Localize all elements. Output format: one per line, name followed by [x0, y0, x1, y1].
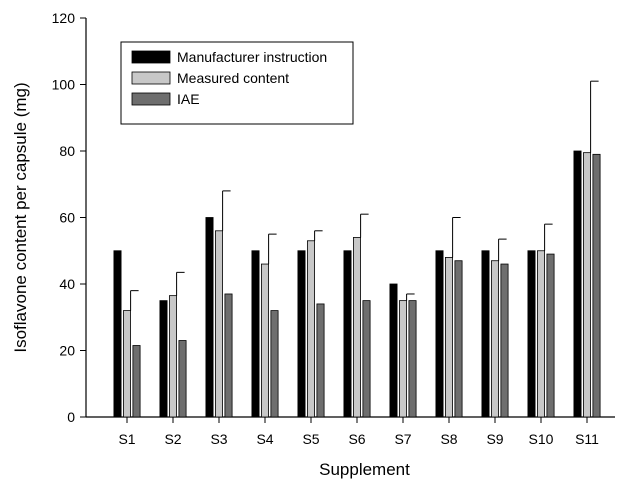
bar [270, 310, 279, 418]
y-tick-label: 40 [59, 276, 75, 292]
bar [306, 240, 315, 418]
y-tick-label: 80 [59, 143, 75, 159]
bar [343, 250, 352, 418]
bar [205, 217, 214, 418]
bar [132, 345, 141, 418]
bar [592, 153, 601, 418]
legend: Manufacturer instruction Measured content… [120, 41, 354, 125]
bar [214, 230, 223, 418]
y-tick-label: 120 [52, 10, 76, 26]
bar [408, 300, 417, 418]
bar [352, 237, 361, 418]
bar [546, 253, 555, 418]
error-bars [130, 80, 599, 311]
y-tick-label: 0 [67, 409, 75, 425]
bar [500, 263, 509, 418]
bar [527, 250, 536, 418]
x-tick-label: S7 [394, 431, 411, 447]
bar [583, 152, 592, 418]
bar [389, 283, 398, 418]
legend-swatch [131, 71, 171, 85]
bar [444, 256, 453, 418]
x-tick-label: S1 [118, 431, 135, 447]
bar [113, 250, 122, 418]
legend-label: IAE [177, 91, 200, 107]
x-tick-label: S5 [302, 431, 319, 447]
legend-swatch [131, 50, 171, 64]
bar [490, 260, 499, 418]
x-tick-label: S9 [486, 431, 503, 447]
bar [398, 300, 407, 418]
bar [251, 250, 260, 418]
x-tick-label: S2 [164, 431, 181, 447]
x-tick-label: S11 [575, 431, 599, 447]
y-axis: 0 20 40 60 80 100 120 [52, 10, 86, 425]
bar [168, 295, 177, 418]
x-axis: S1 S2 S3 S4 S5 S6 S7 S8 S9 S10 S11 [118, 417, 599, 447]
x-tick-label: S6 [348, 431, 365, 447]
x-axis-title: Supplement [319, 460, 410, 479]
bar [537, 250, 546, 418]
bar [362, 300, 371, 418]
y-tick-label: 60 [59, 210, 75, 226]
bar [481, 250, 490, 418]
legend-swatch [131, 92, 171, 106]
x-tick-label: S4 [256, 431, 273, 447]
x-tick-label: S3 [210, 431, 227, 447]
x-tick-label: S8 [440, 431, 457, 447]
y-axis-title: Isoflavone content per capsule (mg) [11, 82, 30, 352]
x-tick-label: S10 [529, 431, 554, 447]
bar [224, 293, 233, 418]
bar [573, 150, 582, 418]
y-tick-label: 100 [52, 77, 76, 93]
bar [435, 250, 444, 418]
bar [454, 260, 463, 418]
bars [113, 150, 601, 418]
bar [123, 310, 132, 418]
legend-label: Measured content [177, 70, 289, 86]
bar [260, 263, 269, 418]
bar [297, 250, 306, 418]
bar [316, 303, 325, 418]
bar [178, 340, 187, 418]
legend-label: Manufacturer instruction [177, 49, 327, 65]
y-tick-label: 20 [59, 343, 75, 359]
bar [159, 300, 168, 418]
